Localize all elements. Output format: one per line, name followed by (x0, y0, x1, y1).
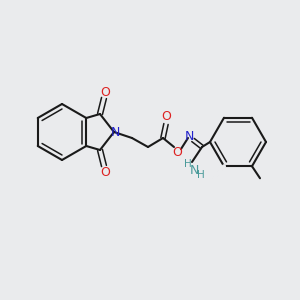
Text: H: H (197, 170, 205, 180)
Text: O: O (161, 110, 171, 124)
Text: N: N (184, 130, 194, 143)
Text: N: N (189, 164, 199, 176)
Text: O: O (100, 85, 110, 98)
Text: N: N (110, 125, 120, 139)
Text: H: H (184, 159, 192, 169)
Text: O: O (100, 166, 110, 178)
Text: O: O (172, 146, 182, 158)
